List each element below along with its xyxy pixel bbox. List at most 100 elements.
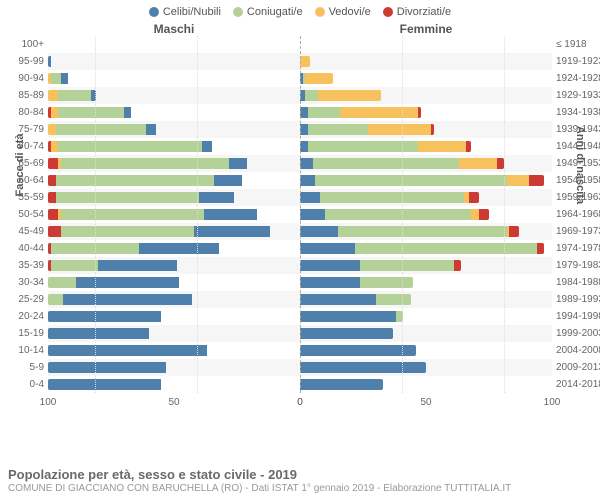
header-males: Maschi [48, 22, 300, 36]
bar-segment [214, 175, 242, 187]
birth-year-label: 1944-1948 [556, 141, 600, 152]
bar-segment [396, 311, 404, 323]
bar-segment [51, 141, 59, 153]
chart-footer: Popolazione per età, sesso e stato civil… [8, 467, 592, 494]
bar-segment [338, 226, 507, 238]
bar-segment [300, 141, 308, 153]
birth-year-label: 1984-1988 [556, 277, 600, 288]
bar-segment [48, 277, 76, 289]
age-label: 60-64 [4, 175, 44, 186]
x-tick: 0 [297, 397, 303, 408]
bar-segment [51, 73, 61, 85]
birth-year-label: 1954-1958 [556, 175, 600, 186]
bar-segment [58, 141, 202, 153]
bar-segment [509, 226, 519, 238]
birth-year-label: 1999-2003 [556, 328, 600, 339]
legend-item: Vedovi/e [315, 6, 371, 18]
bar-segment [91, 90, 96, 102]
bar-segment [471, 209, 479, 221]
bar-segment [459, 158, 497, 170]
bar-segment [124, 107, 132, 119]
birth-year-label: 1924-1928 [556, 73, 600, 84]
birth-year-label: 1959-1963 [556, 192, 600, 203]
x-tick: 100 [40, 397, 57, 408]
bar-segment [315, 175, 507, 187]
bar-segment [56, 124, 147, 136]
bar-segment [98, 260, 176, 272]
bar-segment [48, 226, 61, 238]
bar-segment [63, 294, 192, 306]
bar-segment [360, 260, 453, 272]
age-label: 75-79 [4, 124, 44, 135]
age-label: 0-4 [4, 379, 44, 390]
birth-year-label: 2004-2008 [556, 345, 600, 356]
bar-segment [308, 107, 341, 119]
bar-segment [48, 192, 56, 204]
bar-segment [305, 73, 333, 85]
bar-segment [199, 192, 234, 204]
bar-segment [48, 90, 58, 102]
bar-segment [48, 294, 63, 306]
age-label: 35-39 [4, 260, 44, 271]
bar-segment [300, 277, 360, 289]
age-label: 65-69 [4, 158, 44, 169]
bar-segment [300, 345, 416, 357]
bar-segment [466, 141, 471, 153]
bar-segment [313, 158, 459, 170]
x-tick: 50 [168, 397, 179, 408]
bar-segment [48, 175, 56, 187]
bar-segment [61, 209, 205, 221]
chart-subtitle: COMUNE DI GIACCIANO CON BARUCHELLA (RO) … [8, 483, 592, 494]
bar-segment [300, 294, 376, 306]
x-tick: 100 [544, 397, 561, 408]
legend-label: Celibi/Nubili [163, 6, 221, 18]
age-label: 5-9 [4, 362, 44, 373]
age-label: 40-44 [4, 243, 44, 254]
bar-segment [368, 124, 431, 136]
bar-segment [431, 124, 434, 136]
birth-year-label: 1979-1983 [556, 260, 600, 271]
age-label: 80-84 [4, 107, 44, 118]
age-label: 15-19 [4, 328, 44, 339]
bar-segment [300, 243, 355, 255]
bar-segment [146, 124, 156, 136]
bar-segment [300, 379, 383, 391]
age-label: 45-49 [4, 226, 44, 237]
bar-segment [48, 328, 149, 340]
center-divider [300, 36, 301, 393]
bar-segment [58, 90, 91, 102]
chart-title: Popolazione per età, sesso e stato civil… [8, 467, 592, 482]
bar-segment [479, 209, 489, 221]
age-label: 90-94 [4, 73, 44, 84]
legend-label: Vedovi/e [329, 6, 371, 18]
bar-segment [48, 209, 58, 221]
population-pyramid-chart: Maschi Femmine Fasce di età Anni di nasc… [0, 22, 600, 409]
bar-segment [48, 56, 51, 68]
x-axis: 050100 050100 [48, 395, 552, 409]
bar-segment [61, 226, 195, 238]
bar-segment [204, 209, 257, 221]
birth-year-label: ≤ 1918 [556, 39, 600, 50]
birth-year-label: 1934-1938 [556, 107, 600, 118]
bar-segment [300, 362, 426, 374]
age-label: 85-89 [4, 90, 44, 101]
bar-segment [529, 175, 544, 187]
legend: Celibi/NubiliConiugati/eVedovi/eDivorzia… [0, 0, 600, 22]
bar-segment [320, 192, 464, 204]
birth-year-label: 1974-1978 [556, 243, 600, 254]
bar-segment [194, 226, 270, 238]
bar-segment [454, 260, 462, 272]
bar-segment [300, 124, 308, 136]
age-label: 10-14 [4, 345, 44, 356]
legend-swatch [233, 7, 243, 17]
bar-segment [56, 192, 200, 204]
bar-segment [497, 158, 505, 170]
bar-segment [300, 260, 360, 272]
age-label: 55-59 [4, 192, 44, 203]
bar-segment [507, 175, 530, 187]
bar-segment [355, 243, 536, 255]
bar-segment [76, 277, 179, 289]
bar-segment [308, 124, 368, 136]
birth-year-label: 1989-1993 [556, 294, 600, 305]
birth-year-label: 1969-1973 [556, 226, 600, 237]
